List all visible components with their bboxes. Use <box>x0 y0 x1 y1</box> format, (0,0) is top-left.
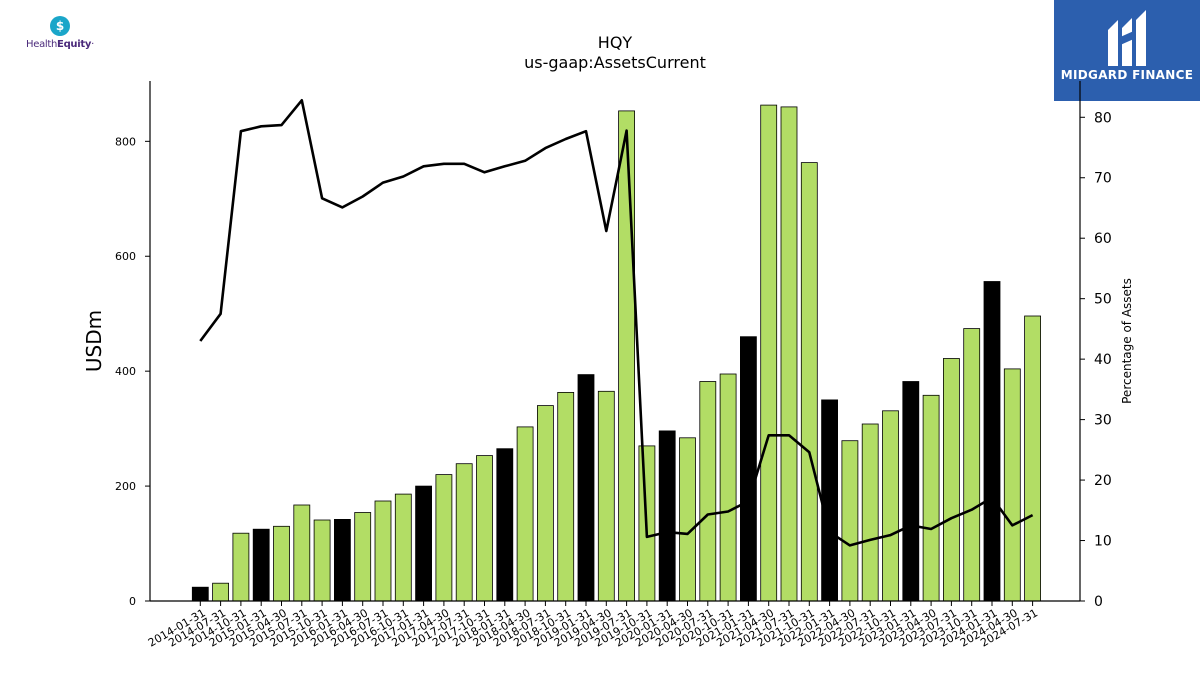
bar <box>191 586 209 602</box>
bar-series <box>191 104 1041 602</box>
brand-suffix: Equity <box>57 39 92 50</box>
bar <box>313 519 331 602</box>
bar <box>435 474 453 602</box>
bar <box>333 519 351 602</box>
bar <box>821 399 838 602</box>
bar <box>557 391 575 602</box>
y2-tick-label: 60 <box>1094 231 1112 247</box>
bar <box>699 381 717 602</box>
bar <box>922 394 940 602</box>
bar <box>476 455 493 602</box>
y2-tick-label: 40 <box>1094 352 1112 368</box>
y-tick-label: 800 <box>115 135 136 148</box>
y2-tick-label: 10 <box>1094 534 1112 550</box>
bar <box>415 485 433 602</box>
y2-tick-label: 30 <box>1094 413 1112 429</box>
chart-title: HQY <box>598 33 633 52</box>
bar <box>882 410 899 602</box>
bar <box>293 504 311 602</box>
bar <box>841 440 859 602</box>
bar <box>252 528 270 602</box>
bar <box>354 512 372 602</box>
midgard-finance-wordmark: MIDGARD FINANCE <box>1060 68 1194 82</box>
y2-tick-label: 80 <box>1094 110 1112 126</box>
bar <box>537 405 554 602</box>
y-axis-label: USDm <box>82 310 106 372</box>
bar <box>273 525 290 602</box>
bar <box>943 358 960 602</box>
bar <box>232 532 250 602</box>
brand-prefix: Health <box>26 39 58 50</box>
bar <box>983 281 1001 602</box>
y-tick-label: 200 <box>115 480 136 493</box>
y2-tick-label: 50 <box>1094 292 1112 308</box>
percentage-line <box>199 99 1034 547</box>
chart-subtitle: us-gaap:AssetsCurrent <box>524 53 706 72</box>
bar <box>618 110 635 602</box>
bar <box>597 390 615 602</box>
bar <box>740 336 757 602</box>
bar <box>1024 315 1041 602</box>
bar <box>760 104 778 602</box>
bar <box>455 463 473 602</box>
bar <box>1003 368 1021 602</box>
healthequity-wordmark: HealthEquity· <box>26 39 94 50</box>
y-tick-label: 600 <box>115 250 136 263</box>
bar <box>679 437 696 602</box>
bar <box>780 106 798 602</box>
bar <box>496 448 514 602</box>
bar <box>861 423 879 602</box>
bar <box>516 426 534 602</box>
y2-tick-label: 20 <box>1094 473 1112 489</box>
midgard-finance-logo: MIDGARD FINANCE <box>1054 0 1200 101</box>
y2-axis-label: Percentage of Assets <box>1120 278 1134 404</box>
healthequity-logo: $ HealthEquity· <box>22 14 98 54</box>
y2-tick-label: 0 <box>1094 594 1103 610</box>
bar <box>374 500 392 602</box>
midgard-m-icon <box>1108 10 1146 66</box>
y-tick-label: 400 <box>115 365 136 378</box>
axes: 0200400600800010203040506070802014-01-31… <box>115 81 1112 650</box>
y-tick-label: 0 <box>129 595 136 608</box>
bar <box>212 582 230 602</box>
bar <box>394 493 412 602</box>
bar <box>577 374 595 602</box>
bar <box>800 162 818 602</box>
dollar-shield-icon: $ <box>50 16 70 36</box>
bar <box>719 373 737 602</box>
bar <box>658 430 676 602</box>
bar <box>963 328 981 602</box>
bar <box>902 381 920 602</box>
y2-tick-label: 70 <box>1094 171 1112 187</box>
line-series <box>199 99 1034 547</box>
